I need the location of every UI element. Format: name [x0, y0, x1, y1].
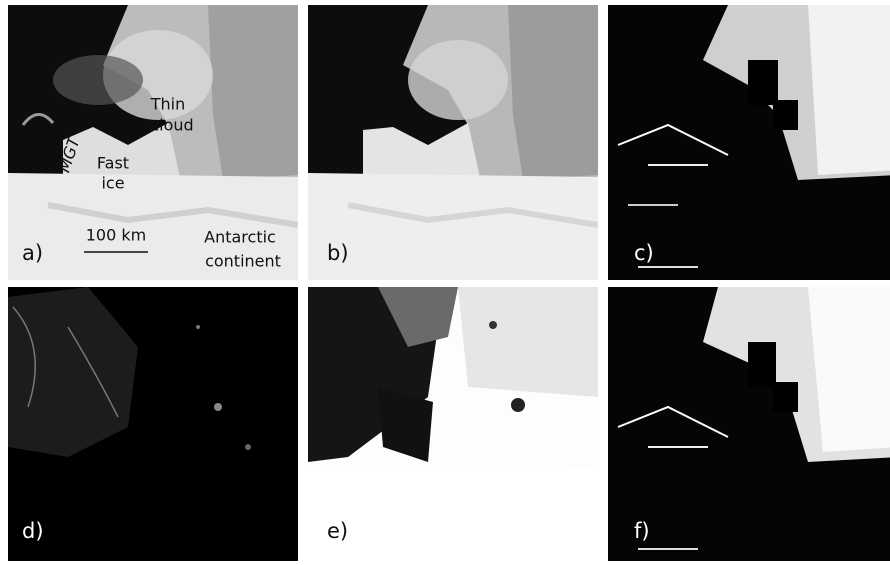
annotation: Thin [150, 95, 186, 114]
annotation: cloud [150, 116, 193, 135]
annotation: Antarctic [204, 228, 276, 247]
annotation: Fast [97, 154, 129, 173]
annotation: ice [101, 174, 124, 193]
panel-label: d) [22, 519, 44, 543]
figure: a) b) c) d) e) f) Thin cloud MGT Fast ic… [0, 0, 890, 561]
panel-b [308, 5, 598, 280]
panel-c [608, 5, 890, 280]
scale-bar-label: 100 km [86, 226, 146, 245]
panel-label: a) [22, 241, 43, 265]
panel-label: e) [327, 519, 348, 543]
panel-e [308, 287, 598, 561]
panel-d [8, 287, 298, 561]
panel-label: f) [634, 519, 650, 543]
panel-f [608, 287, 890, 561]
panel-label: c) [634, 241, 654, 265]
annotation: continent [205, 252, 281, 271]
panel-label: b) [327, 241, 349, 265]
